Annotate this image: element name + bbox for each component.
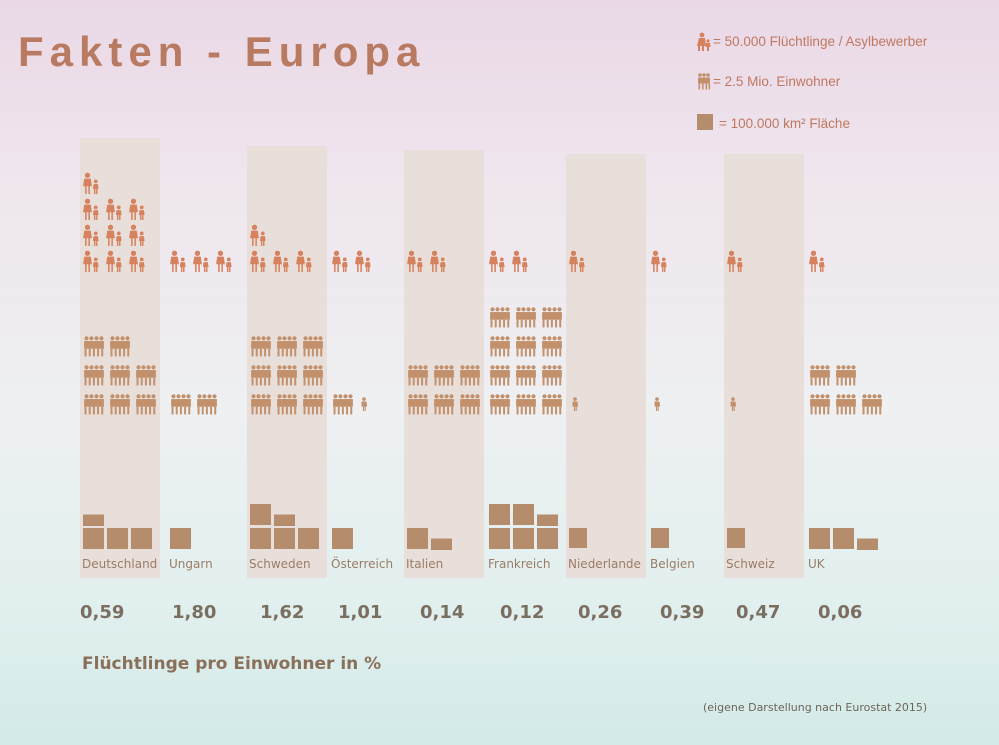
country-label-italien: Italien [406, 557, 443, 571]
column-band-deutschland [80, 138, 160, 578]
population-icon-frankreich-3 [542, 394, 562, 415]
ratio-value-ungarn: 1,80 [172, 602, 216, 623]
refugee-icon-frankreich-1 [489, 250, 505, 272]
population-icon-frankreich-1 [490, 394, 510, 415]
population-icon-frankreich-7 [490, 336, 510, 357]
area-half-square-deutschland [83, 514, 104, 526]
area-square-schweden-1 [250, 528, 271, 549]
ratio-value-uk: 0,06 [818, 602, 862, 623]
area-square-uk-2 [833, 528, 854, 549]
population-icon-ungarn-1 [171, 394, 191, 415]
country-label-niederlande: Niederlande [568, 557, 641, 571]
population-icon-frankreich-9 [542, 336, 562, 357]
population-icon-uk-4 [810, 365, 830, 386]
column-band-italien [404, 150, 484, 578]
country-labels: Deutschland Ungarn Schweden Österreich Itali… [82, 555, 826, 571]
area-square-deutschland-3 [131, 528, 152, 549]
country-label-schweden: Schweden [249, 557, 311, 571]
ratio-value-deutschland: 0,59 [80, 602, 124, 623]
area-half-square-niederlande [569, 528, 587, 548]
refugee-family-icon [697, 32, 711, 51]
area-square-deutschland-2 [107, 528, 128, 549]
population-icon-frankreich-2 [516, 394, 536, 415]
column-band-schweiz [724, 154, 804, 578]
country-label-deutschland: Deutschland [82, 557, 157, 571]
population-group-icon [698, 73, 711, 90]
refugee-icon-ungarn-1 [170, 250, 186, 272]
area-half-square-uk [857, 538, 878, 550]
country-label-oesterreich: Österreich [331, 555, 393, 571]
population-icon-uk-5 [836, 365, 856, 386]
population-icon-ungarn-2 [197, 394, 217, 415]
ratio-value-schweden: 1,62 [260, 602, 304, 623]
area-square-frankreich-2 [513, 528, 534, 549]
area-half-square-schweden [274, 514, 295, 526]
population-icon-uk-3 [862, 394, 882, 415]
area-square-schweden-4 [250, 504, 271, 525]
area-square-frankreich-1 [489, 528, 510, 549]
area-square-deutschland-1 [83, 528, 104, 549]
population-icon-frankreich-5 [516, 365, 536, 386]
ratio-value-schweiz: 0,47 [736, 602, 780, 623]
population-icon-frankreich-6 [542, 365, 562, 386]
population-icon-frankreich-8 [516, 336, 536, 357]
refugee-icon-ungarn-2 [193, 250, 209, 272]
population-half-icon-belgien [654, 397, 661, 411]
area-square-schweden-2 [274, 528, 295, 549]
ratio-value-italien: 0,14 [420, 602, 464, 623]
population-icon-uk-1 [810, 394, 830, 415]
population-icon-frankreich-10 [490, 307, 510, 328]
refugee-icon-oesterreich-1 [332, 250, 348, 272]
country-label-schweiz: Schweiz [726, 557, 775, 571]
refugee-icon-frankreich-2 [512, 250, 528, 272]
area-squares [83, 504, 878, 550]
country-label-uk: UK [808, 557, 826, 571]
area-square-schweden-3 [298, 528, 319, 549]
area-square-oesterreich-1 [332, 528, 353, 549]
legend-population-text: = 2.5 Mio. Einwohner [713, 74, 841, 89]
refugee-icon-oesterreich-2 [355, 250, 371, 272]
ratio-value-frankreich: 0,12 [500, 602, 544, 623]
ratio-values: 0,59 1,80 1,62 1,01 0,14 0,12 0,26 0,39 0,47 0,06 [80, 602, 862, 623]
ratio-value-oesterreich: 1,01 [338, 602, 382, 623]
refugee-icon-uk-1 [809, 250, 825, 272]
population-icon-frankreich-12 [542, 307, 562, 328]
area-square-uk-1 [809, 528, 830, 549]
metric-title: Flüchtlinge pro Einwohner in % [82, 654, 382, 674]
refugee-icon-ungarn-3 [216, 250, 232, 272]
ratio-value-niederlande: 0,26 [578, 602, 622, 623]
population-half-icon-oesterreich [361, 397, 368, 411]
area-square-frankreich-3 [537, 528, 558, 549]
area-square-ungarn-1 [170, 528, 191, 549]
country-label-ungarn: Ungarn [169, 557, 213, 571]
country-label-belgien: Belgien [650, 557, 695, 571]
country-label-frankreich: Frankreich [488, 557, 550, 571]
column-band-niederlande [566, 154, 646, 578]
area-square-italien-1 [407, 528, 428, 549]
area-half-square-belgien [651, 528, 669, 548]
area-half-square-schweiz [727, 528, 745, 548]
area-half-square-italien [431, 538, 452, 550]
column-bands [80, 138, 804, 578]
ratio-value-belgien: 0,39 [660, 602, 704, 623]
source-note: (eigene Darstellung nach Eurostat 2015) [703, 701, 928, 714]
area-square-frankreich-5 [513, 504, 534, 525]
population-icon-frankreich-4 [490, 365, 510, 386]
area-half-square-frankreich [537, 514, 558, 526]
refugee-icon-belgien-1 [651, 250, 667, 272]
area-square-frankreich-4 [489, 504, 510, 525]
area-square-icon [697, 114, 713, 130]
population-icon-uk-2 [836, 394, 856, 415]
population-icon-oesterreich-1 [333, 394, 353, 415]
page-title: Fakten - Europa [18, 28, 426, 75]
legend-area-text: = 100.000 km² Fläche [719, 116, 850, 131]
legend-refugee-text: = 50.000 Flüchtlinge / Asylbewerber [713, 34, 928, 49]
population-icon-frankreich-11 [516, 307, 536, 328]
